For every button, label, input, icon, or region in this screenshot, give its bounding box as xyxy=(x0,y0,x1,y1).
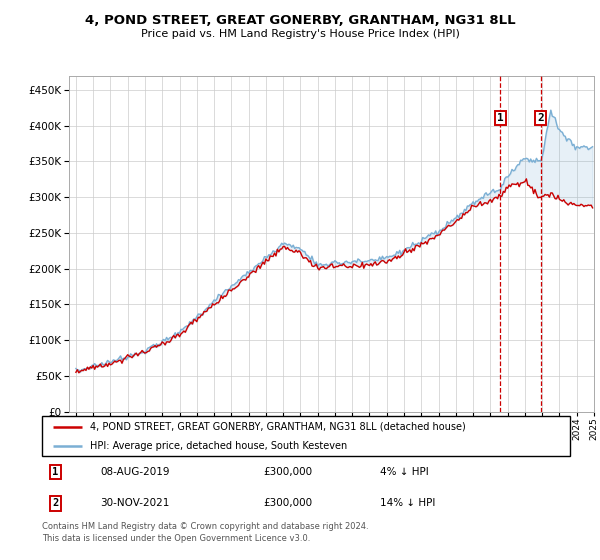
Text: £300,000: £300,000 xyxy=(264,467,313,477)
Text: Price paid vs. HM Land Registry's House Price Index (HPI): Price paid vs. HM Land Registry's House … xyxy=(140,29,460,39)
Text: 4, POND STREET, GREAT GONERBY, GRANTHAM, NG31 8LL (detached house): 4, POND STREET, GREAT GONERBY, GRANTHAM,… xyxy=(89,422,465,432)
Text: £300,000: £300,000 xyxy=(264,498,313,508)
Text: HPI: Average price, detached house, South Kesteven: HPI: Average price, detached house, Sout… xyxy=(89,441,347,450)
Text: 4% ↓ HPI: 4% ↓ HPI xyxy=(380,467,428,477)
Text: 2: 2 xyxy=(52,498,58,508)
Text: Contains HM Land Registry data © Crown copyright and database right 2024.
This d: Contains HM Land Registry data © Crown c… xyxy=(42,522,368,543)
Text: 4, POND STREET, GREAT GONERBY, GRANTHAM, NG31 8LL: 4, POND STREET, GREAT GONERBY, GRANTHAM,… xyxy=(85,14,515,27)
Text: 08-AUG-2019: 08-AUG-2019 xyxy=(100,467,170,477)
FancyBboxPatch shape xyxy=(42,416,570,456)
Text: 30-NOV-2021: 30-NOV-2021 xyxy=(100,498,169,508)
Text: 14% ↓ HPI: 14% ↓ HPI xyxy=(380,498,435,508)
Text: 2: 2 xyxy=(538,114,544,124)
Text: 1: 1 xyxy=(497,114,504,124)
Text: 1: 1 xyxy=(52,467,58,477)
